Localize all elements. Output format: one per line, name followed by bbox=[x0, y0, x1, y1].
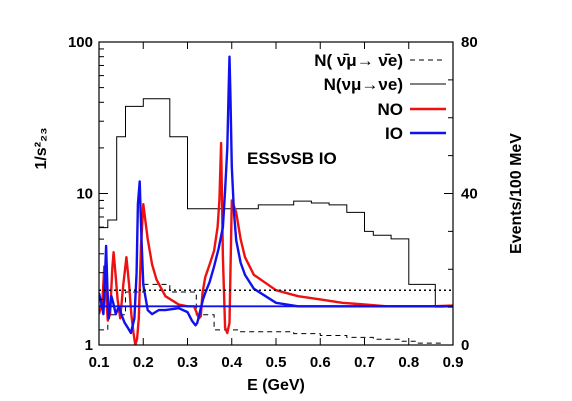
annotation-label: ESSνSB IO bbox=[247, 149, 337, 168]
series-0-histogram bbox=[99, 283, 445, 344]
y-left-tick-label-2: 100 bbox=[68, 34, 93, 51]
series-2-line bbox=[99, 141, 453, 345]
x-tick-label-8: 0.9 bbox=[443, 354, 464, 371]
x-tick-label-5: 0.6 bbox=[310, 354, 331, 371]
y-left-tick-label-1: 10 bbox=[76, 186, 93, 203]
legend-label-2: NO bbox=[378, 100, 404, 119]
ticks-layer bbox=[98, 41, 454, 346]
data-layer bbox=[99, 55, 453, 345]
labels-layer: 0.1 0.2 0.3 0.4 0.5 0.6 0.7 0.8 0.9 1 10 100 0 40 80 E … bbox=[33, 34, 525, 394]
x-tick-label-3: 0.4 bbox=[221, 354, 243, 371]
legend-label-3: IO bbox=[385, 124, 403, 143]
legend: N( ν̄μ→ ν̄e) N(νμ→νe) NO IO bbox=[314, 51, 446, 143]
x-tick-label-2: 0.3 bbox=[177, 354, 198, 371]
legend-label-0: N( ν̄μ→ ν̄e) bbox=[314, 51, 403, 70]
x-tick-label-4: 0.5 bbox=[266, 354, 287, 371]
x-tick-label-7: 0.8 bbox=[398, 354, 419, 371]
series-3-line bbox=[99, 55, 453, 335]
y-right-tick-label-2: 80 bbox=[461, 34, 478, 51]
y-left-tick-label-0: 1 bbox=[85, 337, 93, 354]
x-tick-label-1: 0.2 bbox=[133, 354, 154, 371]
x-tick-label-0: 0.1 bbox=[89, 354, 110, 371]
y-left-axis-label: 1/s²₂₃ bbox=[33, 127, 50, 169]
x-tick-label-6: 0.7 bbox=[354, 354, 375, 371]
y-right-axis-label: Events/100 MeV bbox=[508, 133, 525, 254]
x-axis-label: E (GeV) bbox=[247, 377, 305, 394]
y-right-tick-label-0: 0 bbox=[461, 337, 469, 354]
series-1-histogram bbox=[99, 98, 445, 308]
y-right-tick-label-1: 40 bbox=[461, 186, 478, 203]
legend-label-1: N(νμ→νe) bbox=[324, 75, 403, 94]
